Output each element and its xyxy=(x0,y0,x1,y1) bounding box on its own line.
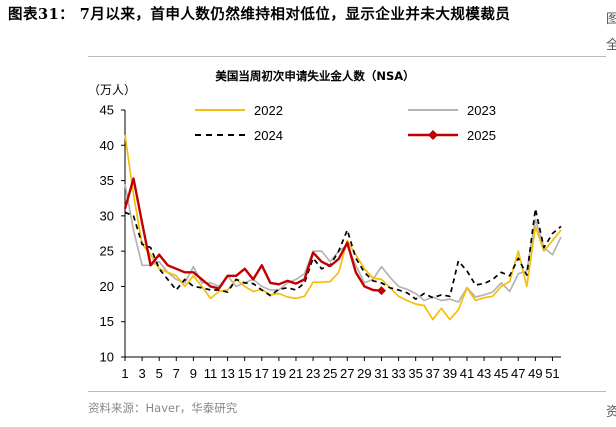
x-tick-label: 29 xyxy=(357,366,371,381)
legend-label-2025: 2025 xyxy=(467,128,496,143)
x-tick-label: 21 xyxy=(289,366,303,381)
x-tick-label: 3 xyxy=(138,366,145,381)
y-axis-unit-label: （万人） xyxy=(88,83,136,97)
series-line-2025 xyxy=(123,177,382,292)
chart-legend: 2022 2023 2024 2025 xyxy=(195,103,496,143)
x-tick-label: 31 xyxy=(374,366,388,381)
title-divider xyxy=(88,56,606,57)
y-tick-label: 45 xyxy=(100,103,114,118)
adjacent-figure-edge-text-top: 图 xyxy=(606,12,616,27)
chart-series xyxy=(123,134,562,321)
y-tick-label: 20 xyxy=(100,279,114,294)
source-divider xyxy=(88,391,606,392)
series-end-marker-2025 xyxy=(376,286,386,296)
x-tick-label: 39 xyxy=(443,366,457,381)
x-tick-label: 1 xyxy=(121,366,128,381)
series-line-2024 xyxy=(124,207,562,300)
x-tick-label: 45 xyxy=(494,366,508,381)
chart-title: 美国当周初次申请失业金人数（NSA） xyxy=(215,69,414,83)
y-tick-label: 10 xyxy=(100,350,114,365)
x-tick-label: 43 xyxy=(477,366,491,381)
x-tick-label: 17 xyxy=(255,366,269,381)
x-tick-label: 37 xyxy=(426,366,440,381)
figure-title: 图表31： 7月以来，首申人数仍然维持相对低位，显示企业并未大规模裁员 xyxy=(8,6,511,23)
x-tick-label: 41 xyxy=(460,366,474,381)
x-tick-label: 15 xyxy=(237,366,251,381)
x-tick-label: 9 xyxy=(190,366,197,381)
y-tick-label: 35 xyxy=(100,173,114,188)
x-tick-label: 23 xyxy=(306,366,320,381)
legend-label-2024: 2024 xyxy=(254,128,283,143)
legend-marker-2025 xyxy=(428,130,438,140)
adjacent-figure-edge-text-bottom: 资 xyxy=(606,405,616,420)
series-line-2022 xyxy=(124,134,562,321)
y-tick-label: 40 xyxy=(100,138,114,153)
adjacent-figure-edge-text-mid: 全 xyxy=(606,38,616,53)
x-tick-label: 27 xyxy=(340,366,354,381)
x-tick-label: 25 xyxy=(323,366,337,381)
x-tick-label: 35 xyxy=(408,366,422,381)
x-tick-label: 11 xyxy=(204,366,218,381)
x-tick-label: 33 xyxy=(391,366,405,381)
x-tick-label: 5 xyxy=(156,366,163,381)
legend-label-2022: 2022 xyxy=(254,103,283,118)
x-tick-label: 51 xyxy=(545,366,559,381)
x-tick-label: 7 xyxy=(173,366,180,381)
y-tick-label: 25 xyxy=(100,244,114,259)
x-tick-label: 49 xyxy=(528,366,542,381)
legend-label-2023: 2023 xyxy=(467,103,496,118)
x-tick-label: 13 xyxy=(220,366,234,381)
x-tick-label: 19 xyxy=(272,366,286,381)
y-tick-label: 30 xyxy=(100,208,114,223)
x-tick-label: 47 xyxy=(511,366,525,381)
source-note: 资料来源：Haver，华泰研究 xyxy=(88,401,238,415)
y-tick-label: 15 xyxy=(100,314,114,329)
